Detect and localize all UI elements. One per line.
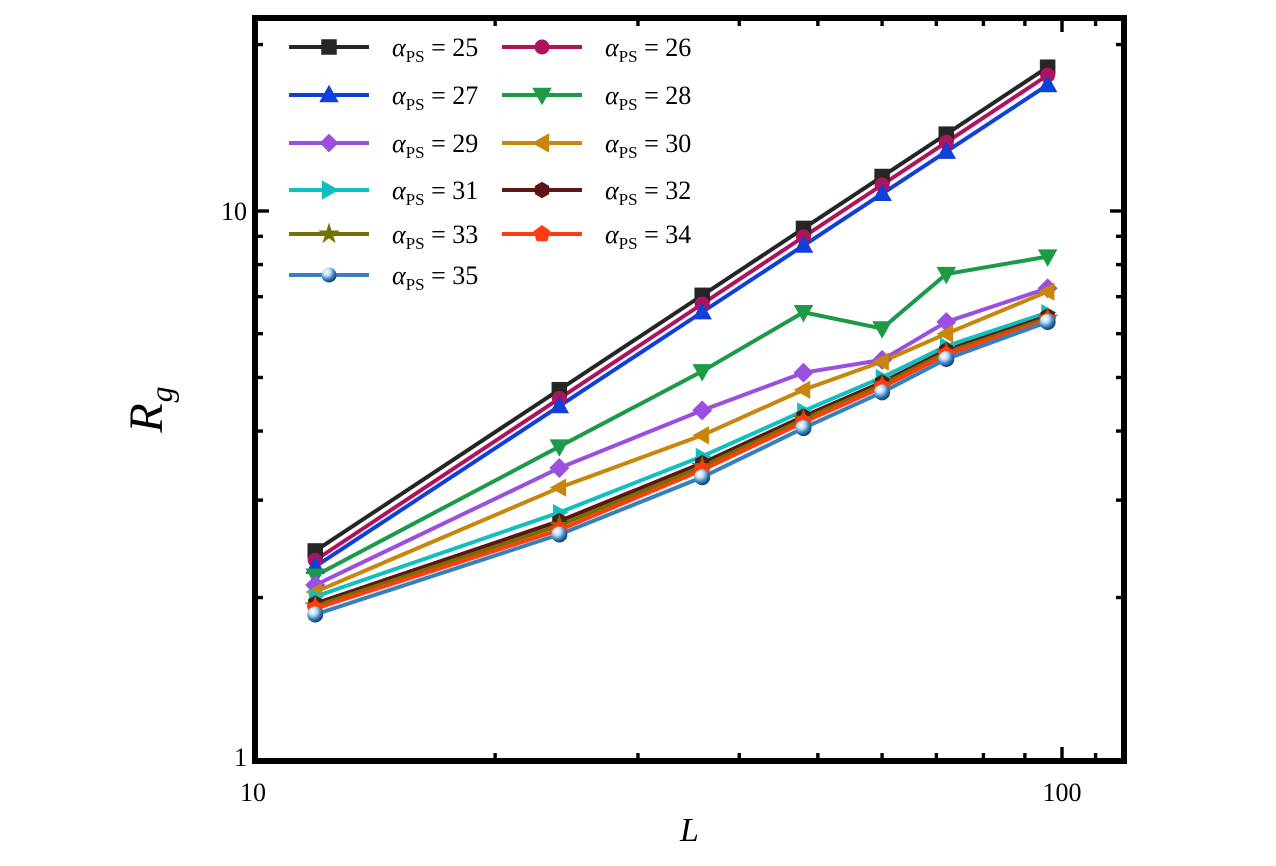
svg-text:αPS = 25: αPS = 25 [392, 33, 478, 66]
svg-text:αPS = 35: αPS = 35 [392, 261, 478, 294]
svg-text:L: L [679, 812, 699, 849]
svg-text:10: 10 [240, 778, 266, 807]
svg-text:αPS = 27: αPS = 27 [392, 81, 478, 114]
svg-text:αPS = 26: αPS = 26 [605, 33, 691, 66]
svg-text:αPS = 30: αPS = 30 [605, 129, 691, 162]
svg-text:αPS = 33: αPS = 33 [392, 220, 478, 253]
svg-text:αPS = 28: αPS = 28 [605, 81, 691, 114]
svg-text:αPS = 34: αPS = 34 [605, 220, 691, 253]
svg-text:1: 1 [234, 743, 247, 772]
svg-text:αPS = 29: αPS = 29 [392, 129, 478, 162]
svg-text:100: 100 [1043, 778, 1082, 807]
svg-text:αPS = 31: αPS = 31 [392, 176, 478, 209]
svg-text:αPS = 32: αPS = 32 [605, 176, 691, 209]
svg-text:10: 10 [221, 197, 247, 226]
